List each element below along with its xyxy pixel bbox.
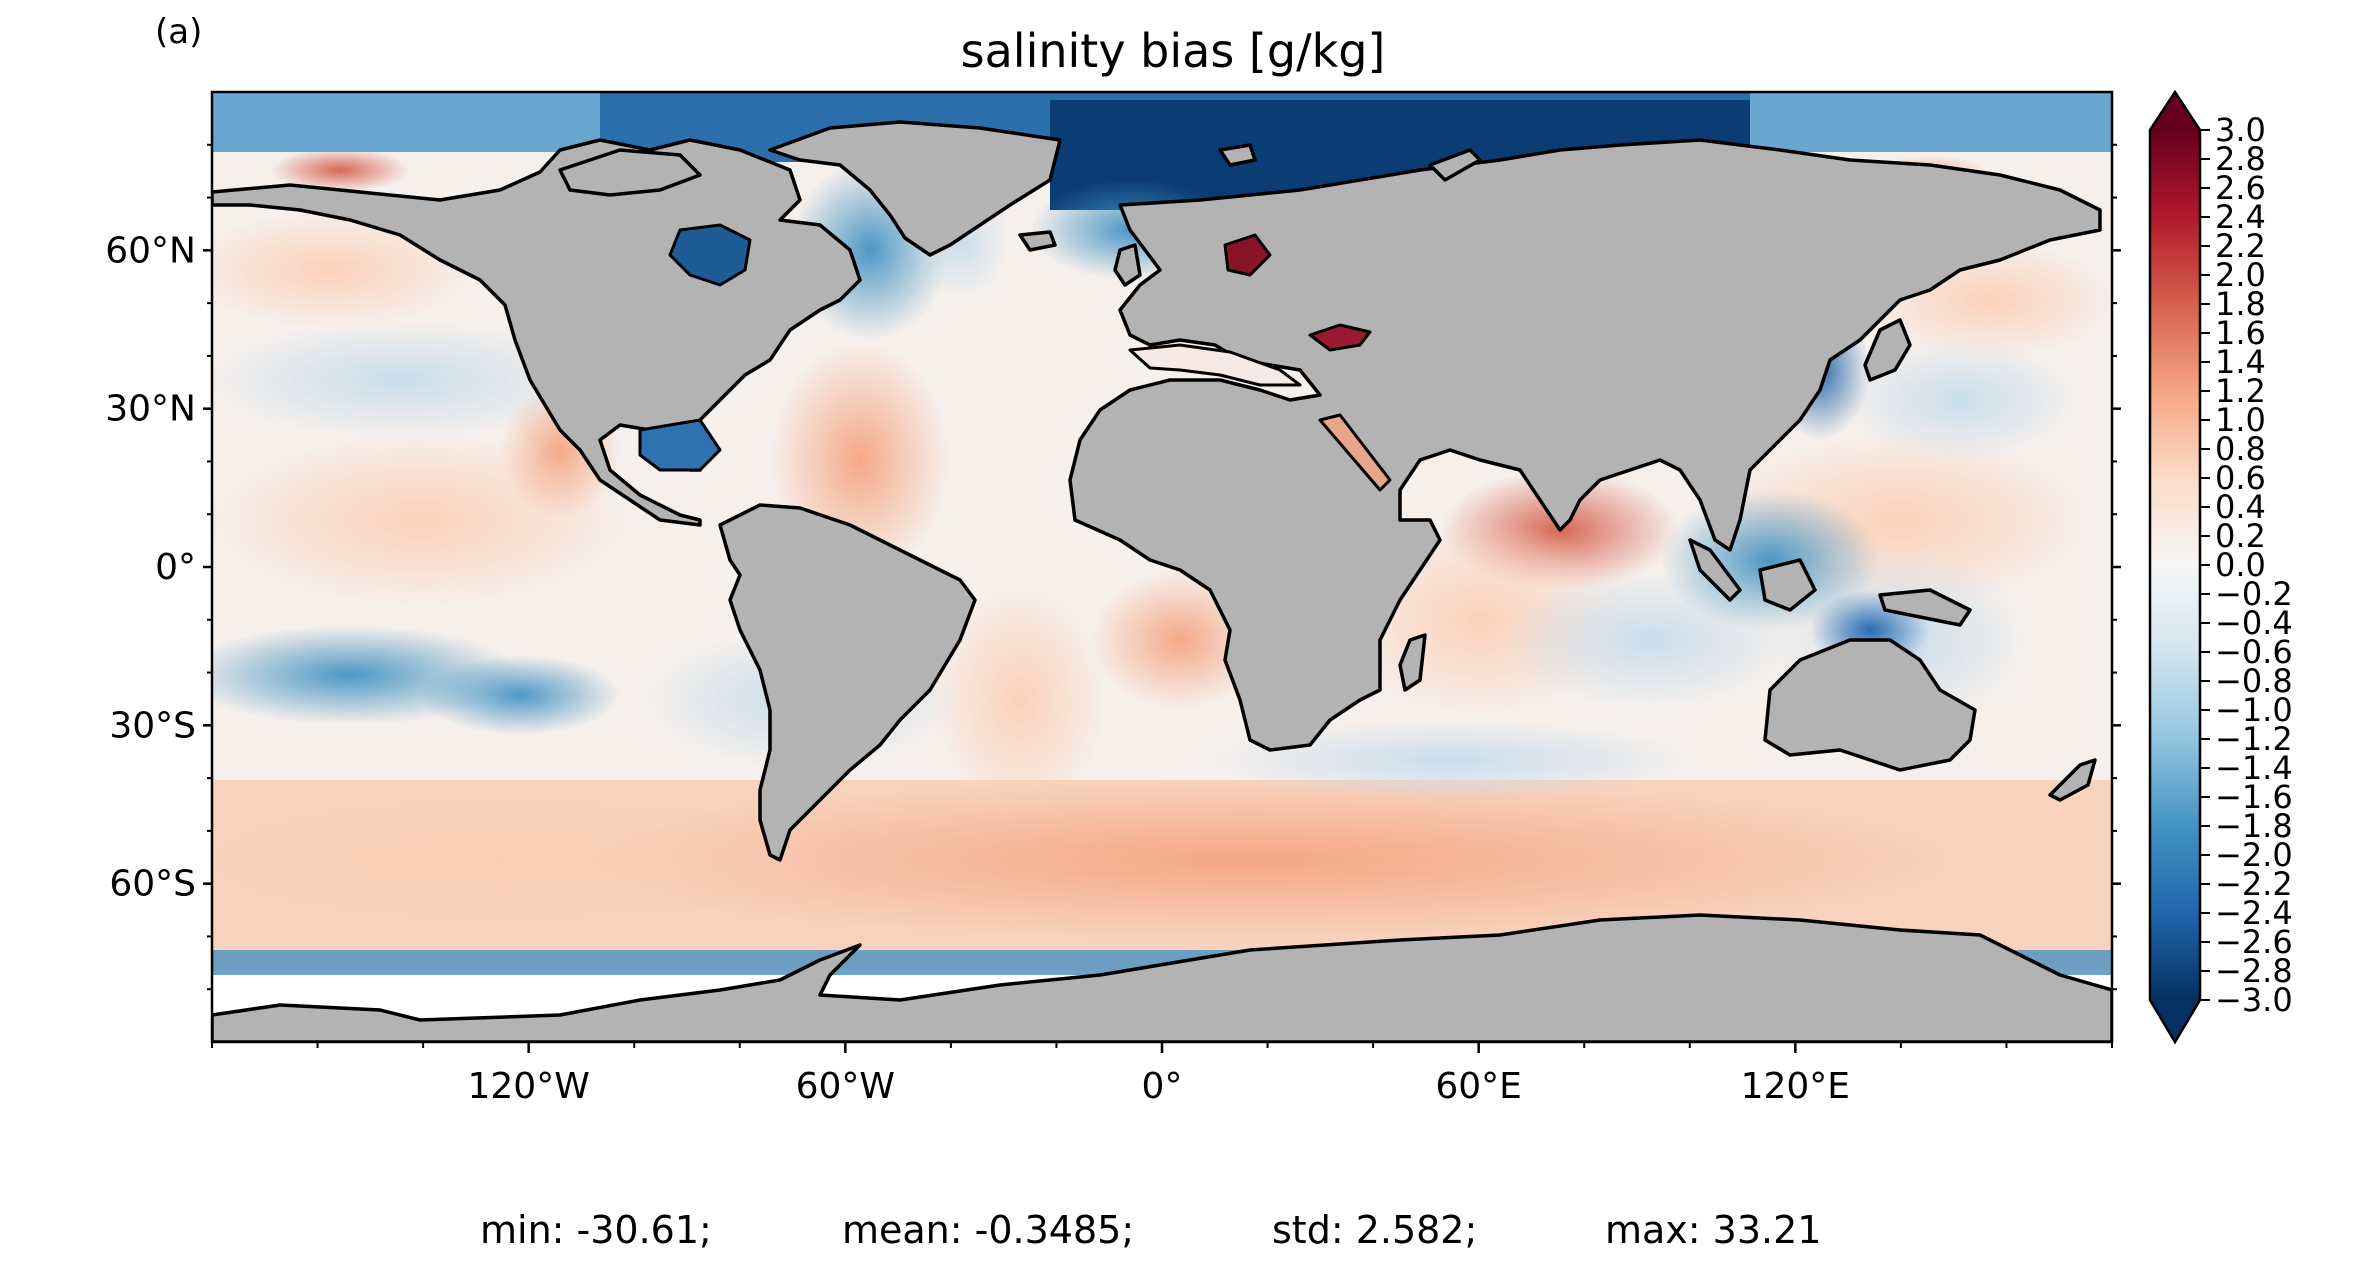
land-greenland [768, 120, 1062, 257]
colorbar-tick-label: −3.0 [2215, 981, 2293, 1019]
land-novaya-zemlya [1428, 148, 1482, 182]
lon-tick-label: 60°E [1435, 1066, 1522, 1107]
colorbar-tick-label: −1.2 [2215, 720, 2293, 758]
colorbar-tick-label: −2.8 [2215, 952, 2293, 990]
colorbar-tick-label: 2.4 [2215, 198, 2266, 236]
colorbar-tick-label: −1.8 [2215, 807, 2293, 845]
colorbar-tick-label: −2.4 [2215, 894, 2293, 932]
colorbar-tick-label: 0.2 [2215, 517, 2266, 555]
colorbar-extend-max [2150, 92, 2200, 130]
land-masses [212, 120, 2112, 1042]
stat-max: max: 33.21 [1605, 1208, 1822, 1252]
colorbar-tick-label: 1.8 [2215, 285, 2266, 323]
lat-tick-label: 30°S [109, 705, 196, 746]
colorbar-tick-label: −1.6 [2215, 778, 2293, 816]
panel-label: (a) [155, 12, 203, 52]
land-madagascar [1398, 633, 1427, 692]
land-borneo [1758, 558, 1817, 612]
colorbar-extend-min [2150, 1000, 2200, 1042]
land-south-america [718, 503, 977, 862]
colorbar-tick-label: 2.8 [2215, 140, 2266, 178]
colorbar-tick-label: −0.8 [2215, 662, 2293, 700]
lon-axis: 120°W 60°W 0° 60°E 120°E [211, 1042, 2113, 1107]
hudson-bay [668, 223, 752, 287]
land-japan [1863, 318, 1912, 382]
lat-tick-label: 60°N [105, 230, 196, 271]
land-eurasia-africa [1068, 138, 2102, 752]
land-arctic-archipelago [558, 148, 702, 197]
map-title-text: salinity bias [g/kg] [960, 24, 1386, 78]
land-svalbard [1218, 143, 1257, 167]
map-title: salinity bias [g/kg] [0, 24, 2362, 78]
colorbar-tick-label: −0.2 [2215, 575, 2293, 613]
lon-tick-label: 0° [1142, 1066, 1183, 1107]
land-iceland [1018, 230, 1057, 252]
lon-tick-label: 60°W [796, 1066, 895, 1107]
land-new-zealand [2048, 758, 2097, 802]
colorbar-tick-label: 1.4 [2215, 343, 2266, 381]
land-new-guinea [1878, 588, 1972, 627]
colorbar-tick-label: 1.2 [2215, 372, 2266, 410]
colorbar-tick-label: −1.4 [2215, 749, 2293, 787]
colorbar-tick-label: 2.0 [2215, 256, 2266, 294]
colorbar-tick-label: 1.6 [2215, 314, 2266, 352]
colorbar-tick-label: −0.4 [2215, 604, 2293, 642]
red-sea [1318, 413, 1392, 492]
lat-tick-label: 30°N [105, 389, 196, 430]
colorbar-tick-label: 3.0 [2215, 111, 2266, 149]
colorbar-tick-label: 0.4 [2215, 488, 2266, 526]
land-uk [1113, 243, 1142, 287]
black-sea [1308, 323, 1372, 352]
gulf-of-mexico [638, 418, 722, 472]
land-antarctica [212, 913, 2112, 1042]
colorbar-tick-label: −1.0 [2215, 691, 2293, 729]
lon-tick-label: 120°W [468, 1066, 590, 1107]
colorbar-tick-label: −2.6 [2215, 923, 2293, 961]
colorbar-tick-label: 1.0 [2215, 401, 2266, 439]
colorbar-tick-label: −0.6 [2215, 633, 2293, 671]
colorbar-tick-label: 0.8 [2215, 430, 2266, 468]
land-australia [1763, 638, 1977, 772]
lat-tick-label: 60°S [109, 864, 196, 905]
colorbar-ramp [2150, 130, 2200, 1000]
baltic-sea [1223, 233, 1272, 277]
stat-min: min: -30.61; [480, 1208, 712, 1252]
colorbar-tick-label: 0.0 [2215, 546, 2266, 584]
colorbar-tick-label: 2.6 [2215, 169, 2266, 207]
stat-std: std: 2.582; [1272, 1208, 1478, 1252]
lon-tick-label: 120°E [1741, 1066, 1850, 1107]
colorbar-tick-label: 2.2 [2215, 227, 2266, 265]
lat-axis: 60°N 30°N 0° 30°S 60°S [105, 143, 2121, 991]
colorbar-tick-label: −2.2 [2215, 865, 2293, 903]
lat-tick-label: 0° [155, 547, 196, 588]
land-med-sea [1128, 343, 1302, 387]
stat-mean: mean: -0.3485; [842, 1208, 1135, 1252]
colorbar-tick-label: 0.6 [2215, 459, 2266, 497]
land-sumatra [1688, 538, 1742, 602]
colorbar-tick-label: −2.0 [2215, 836, 2293, 874]
colorbar: 3.02.82.62.42.22.01.81.61.41.21.00.80.60… [2148, 89, 2293, 1045]
